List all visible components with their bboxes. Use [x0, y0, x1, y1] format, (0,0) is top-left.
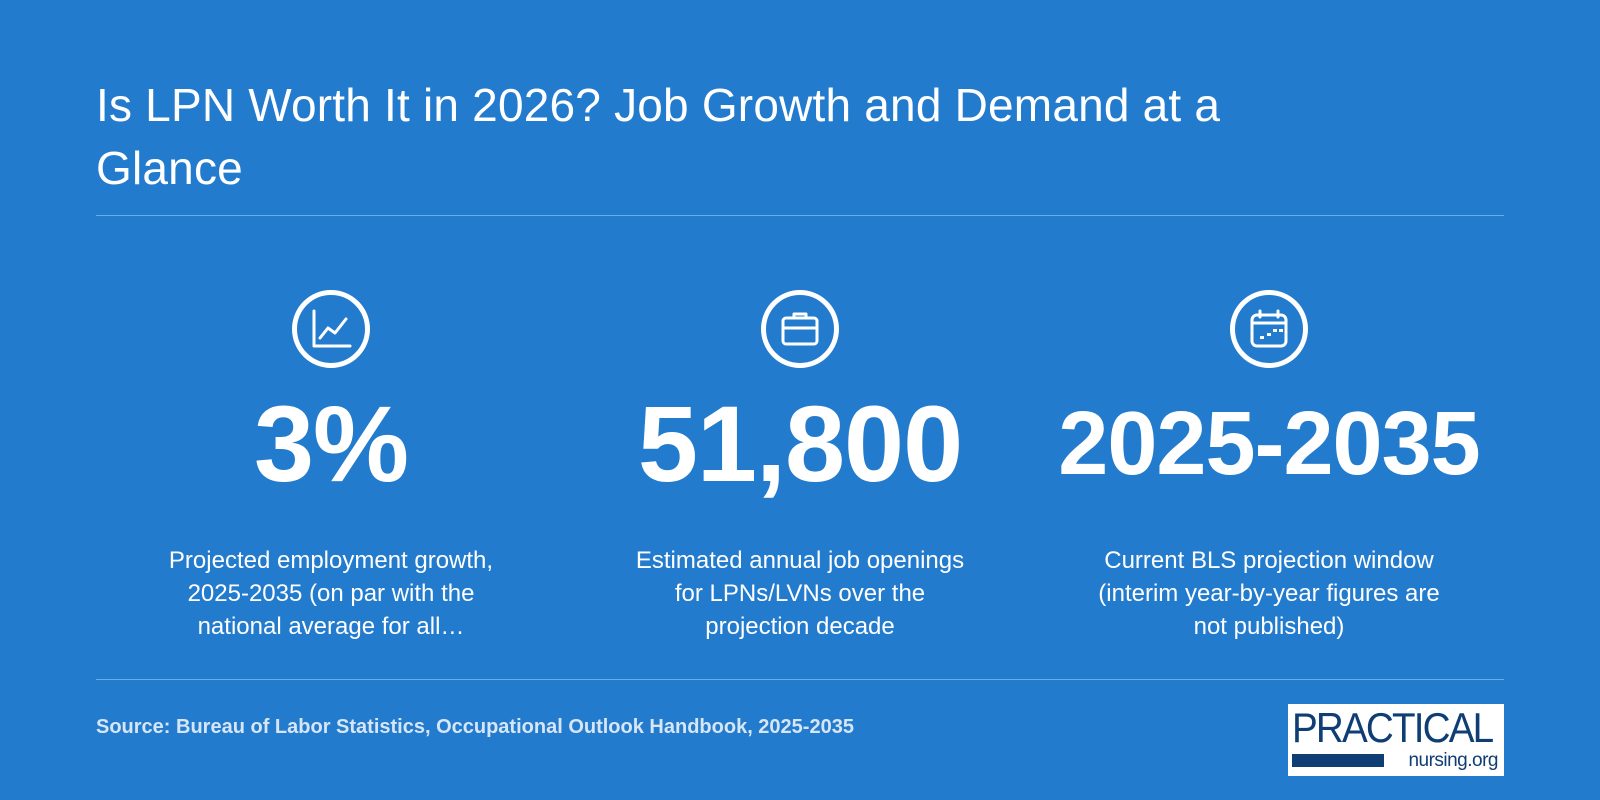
briefcase-icon — [761, 290, 839, 368]
top-divider — [96, 215, 1504, 216]
bottom-divider — [96, 679, 1504, 680]
stat-employment-growth: 3% Projected employment growth, 2025-203… — [96, 290, 566, 643]
stat-value: 51,800 — [637, 383, 963, 504]
source-citation: Source: Bureau of Labor Statistics, Occu… — [96, 716, 854, 738]
stat-description: Estimated annual job openings for LPNs/L… — [635, 547, 965, 640]
stat-value: 2025-2035 — [1058, 394, 1480, 494]
stat-description: Current BLS projection window (interim y… — [1098, 547, 1440, 640]
logo-bar — [1292, 754, 1384, 767]
practicalnursing-logo[interactable]: PRACTICAL nursing.org — [1288, 704, 1504, 776]
logo-wordmark: PRACTICAL — [1292, 704, 1494, 751]
stat-annual-openings: 51,800 Estimated annual job openings for… — [565, 290, 1035, 643]
stat-projection-window: 2025-2035 Current BLS projection window … — [1034, 290, 1504, 643]
chart-line-icon — [292, 290, 370, 368]
stat-description: Projected employment growth, 2025-2035 (… — [168, 547, 494, 640]
stat-value: 3% — [253, 383, 409, 504]
page-title: Is LPN Worth It in 2026? Job Growth and … — [96, 79, 1221, 194]
logo-domain: nursing.org — [1408, 750, 1498, 771]
calendar-icon — [1230, 290, 1308, 368]
